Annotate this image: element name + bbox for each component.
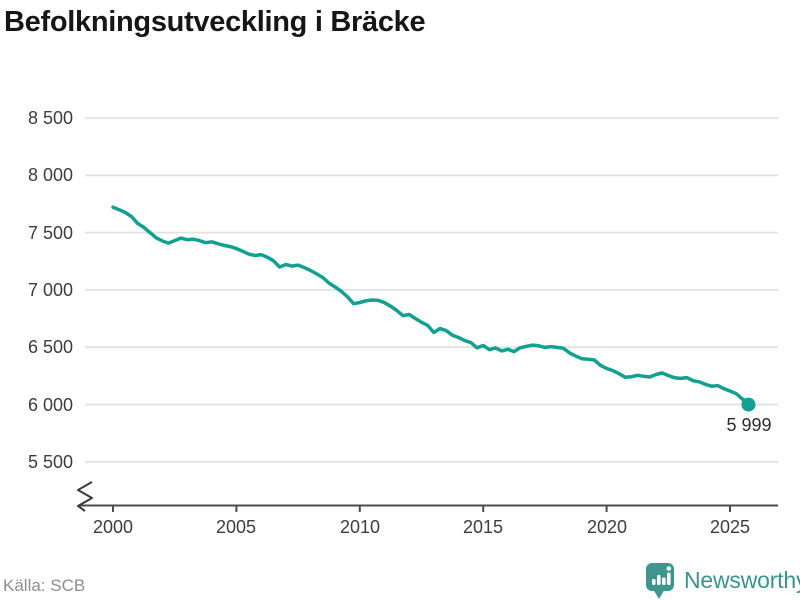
y-axis-label: 5 500 [27, 452, 73, 472]
newsworthy-wordmark: Newsworthy [684, 567, 800, 593]
x-axis-label: 2015 [462, 517, 504, 537]
newsworthy-bubble-chart-icon [646, 563, 674, 599]
x-axis-label: 2020 [586, 517, 628, 537]
end-point-marker [741, 397, 756, 412]
population-line [111, 205, 751, 407]
y-axis-label: 7 000 [27, 280, 73, 300]
end-value-label: 5 999 [726, 415, 772, 435]
x-axis-label: 2005 [215, 517, 257, 537]
y-axis-label: 6 500 [27, 337, 73, 357]
x-axis-label: 2000 [92, 517, 134, 537]
chart-title: Befolkningsutveckling i Bräcke [4, 6, 426, 38]
y-axis-label: 8 500 [27, 108, 73, 128]
x-axis-label: 2025 [709, 517, 751, 537]
source-label: Källa: SCB [3, 576, 86, 595]
gridlines-group [85, 117, 778, 463]
y-axis-label: 6 000 [27, 395, 73, 415]
newsworthy-logo: Newsworthy [644, 561, 800, 600]
x-axis-label: 2010 [339, 517, 381, 537]
y-axis-break-icon [77, 481, 93, 512]
y-axis-label: 7 500 [27, 223, 73, 243]
x-ticks-group [112, 505, 731, 512]
y-axis-label: 8 000 [27, 165, 73, 185]
